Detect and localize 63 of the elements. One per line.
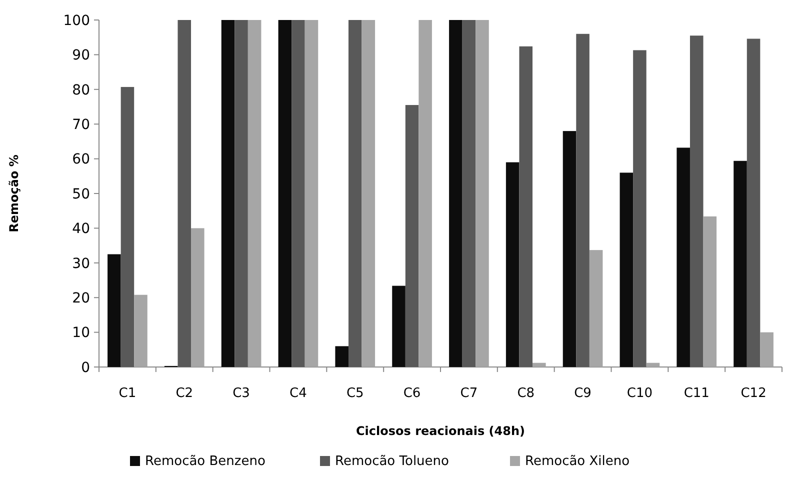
bar (746, 38, 760, 367)
x-axis-title: Ciclosos reacionais (48h) (356, 424, 526, 438)
bar (646, 362, 660, 367)
bar (348, 20, 362, 367)
bar (392, 286, 406, 367)
x-tick-label: C11 (684, 386, 710, 401)
bar (476, 20, 489, 367)
bar (576, 34, 590, 367)
bar (191, 228, 204, 367)
bar (278, 20, 292, 367)
x-tick-label: C6 (403, 386, 421, 401)
x-tick-label: C1 (118, 386, 136, 401)
y-tick-label: 60 (72, 152, 90, 168)
bar (734, 160, 747, 367)
bar (562, 131, 576, 367)
bar (449, 20, 462, 367)
x-tick-label: C9 (574, 386, 592, 401)
x-tick-label: C2 (176, 386, 194, 401)
bar (178, 20, 192, 367)
y-tick-label: 80 (72, 82, 90, 98)
bar (589, 250, 603, 367)
y-tick-label: 100 (63, 12, 90, 29)
bar (506, 162, 520, 367)
y-tick-label: 40 (72, 221, 90, 238)
bar (418, 20, 432, 367)
legend-label: Remocão Xileno (525, 454, 630, 469)
y-axis-title: Remoção % (7, 154, 21, 232)
y-tick-label: 50 (72, 186, 90, 202)
bar (620, 172, 634, 367)
x-tick-label: C5 (346, 386, 364, 401)
y-tick-label: 70 (72, 117, 90, 133)
x-tick-label: C3 (232, 386, 250, 401)
y-tick-label: 10 (72, 325, 90, 342)
bar (633, 50, 646, 367)
y-tick-label: 30 (72, 256, 90, 272)
bar (120, 86, 134, 367)
bar (335, 346, 348, 367)
bar (676, 148, 690, 367)
bar (519, 46, 533, 367)
legend-label: Remocão Tolueno (335, 454, 450, 469)
x-tick-label: C8 (517, 386, 535, 401)
bar (134, 294, 148, 367)
bar (304, 20, 318, 367)
x-tick-label: C10 (626, 386, 653, 401)
y-tick-label: 90 (72, 48, 90, 64)
bar (703, 216, 717, 367)
y-tick-label: 0 (81, 360, 90, 376)
bar (462, 20, 476, 367)
legend-label: Remocão Benzeno (145, 454, 266, 469)
bar (221, 20, 235, 367)
bar (405, 105, 419, 367)
bar (248, 20, 262, 367)
bar (292, 20, 305, 367)
bar (690, 36, 704, 367)
bar (760, 332, 774, 367)
y-tick-label: 20 (72, 290, 90, 306)
bar (108, 254, 121, 367)
x-tick-label: C4 (290, 386, 307, 401)
bar (362, 20, 376, 367)
bar (532, 362, 546, 367)
x-tick-label: C7 (460, 386, 478, 401)
bar (234, 20, 248, 367)
x-tick-label: C12 (740, 386, 766, 401)
